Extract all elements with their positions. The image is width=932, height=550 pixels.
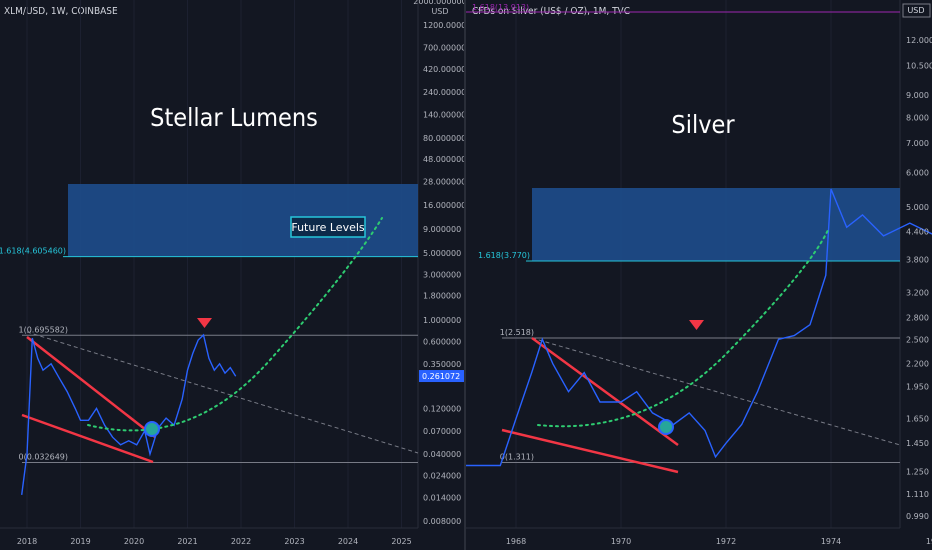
falling-resistance-trendline	[531, 336, 679, 447]
fib-level-label: 0(1.311)	[500, 452, 534, 461]
time-tick-label: 2020	[124, 537, 144, 546]
price-tick-label: 0.990	[906, 512, 929, 521]
price-tick-label: 0.070000	[423, 427, 461, 436]
price-tick-label: 1.110	[906, 490, 929, 499]
stellar-lumens-label: Stellar Lumens	[150, 103, 318, 132]
price-tick-label: 8.000	[906, 114, 929, 123]
price-tick-label: 12.000	[906, 36, 932, 45]
currency-label: USD	[431, 7, 448, 16]
price-tick-label: 1200.000000	[423, 21, 464, 30]
price-tick-label: 240.000000	[423, 88, 464, 97]
current-price-tag	[419, 370, 464, 383]
time-tick-label: 2023	[284, 537, 304, 546]
bottom-circle-marker	[144, 421, 160, 437]
price-tick-label: 2.500	[906, 335, 929, 344]
price-tick-label: 5.000000	[423, 249, 461, 258]
price-tick-label: 2.800	[906, 314, 929, 323]
top-down-arrow-icon	[689, 320, 704, 330]
bottom-circle-marker	[658, 419, 674, 435]
fib-level-label: 1(2.518)	[500, 328, 534, 337]
price-tick-label: 1.650	[906, 415, 929, 424]
time-tick-label: 1968	[506, 537, 526, 546]
top-down-arrow-icon	[197, 318, 212, 328]
price-tick-label: 28.000000	[423, 178, 464, 187]
silver-chart-canvas[interactable]: 1.618(13.913) 1.618(3.770) 1(2.518) 0(1.311…	[466, 0, 932, 550]
symbol-title: XLM/USD, 1W, COINBASE	[4, 6, 118, 17]
price-tick-label: 3.200	[906, 288, 929, 297]
time-tick-label: 2024	[338, 537, 358, 546]
price-tick-label: 80.000000	[423, 134, 464, 143]
price-tick-label: 700.000000	[423, 44, 464, 53]
time-tick-label: 1976	[926, 537, 932, 546]
silver-label: Silver	[671, 110, 735, 139]
xlm-chart-panel[interactable]: XLM/USD, 1W, COINBASE 1.618(4.605460) 1(0…	[0, 0, 464, 550]
price-tick-label: 0.008000	[423, 517, 461, 526]
diagonal-trendline	[531, 337, 901, 446]
price-tick-label: 140.000000	[423, 111, 464, 120]
price-tick-label: 1.450	[906, 439, 929, 448]
price-tick-label: 1.950	[906, 383, 929, 392]
diagonal-trendline	[26, 331, 419, 454]
price-tick-label: 2.200	[906, 360, 929, 369]
price-tick-label: 6.000	[906, 168, 929, 177]
future-levels-label: Future Levels	[291, 221, 365, 234]
time-tick-label: 1972	[716, 537, 736, 546]
currency-selector	[902, 3, 931, 18]
currency-label: USD	[907, 6, 924, 15]
price-tick-label: 4.400	[906, 228, 929, 237]
fib-level-label: 1.618(3.770)	[478, 251, 530, 260]
projected-parabolic-curve	[537, 229, 829, 428]
falling-resistance-trendline	[26, 336, 156, 438]
time-tick-label: 1974	[821, 537, 841, 546]
price-tick-label: 48.000000	[423, 155, 464, 164]
price-tick-label: 420.000000	[423, 65, 464, 74]
panel-divider[interactable]	[464, 0, 466, 550]
time-tick-label: 1970	[611, 537, 631, 546]
price-tick-label: 0.014000	[423, 494, 461, 503]
price-tick-label: 1.000000	[423, 316, 461, 325]
silver-price-line	[466, 188, 932, 467]
price-tick-label: 9.000	[906, 91, 929, 100]
time-tick-label: 2022	[231, 537, 251, 546]
price-tick-label: 5.000	[906, 203, 929, 212]
price-tick-label: 16.000000	[423, 201, 464, 210]
price-tick-label: 10.500	[906, 62, 932, 71]
fib-level-label: 0(0.032649)	[18, 453, 68, 462]
xlm-price-line	[21, 333, 237, 495]
time-tick-label: 2019	[70, 537, 90, 546]
price-tick-label: 0.600000	[423, 337, 461, 346]
fib-level-label: 1.618(4.605460)	[0, 247, 66, 256]
price-tick-label: 3.000000	[423, 270, 461, 279]
price-tick-label: 7.000	[906, 139, 929, 148]
price-tick-label: 1.250	[906, 468, 929, 477]
price-tick-label: 0.120000	[423, 404, 461, 413]
time-tick-label: 2021	[177, 537, 197, 546]
falling-support-trendline	[21, 413, 154, 464]
silver-chart-panel[interactable]: CFDs on Silver (US$ / OZ), 1M, TVC 1.618…	[466, 0, 932, 550]
fib-top-label: 1.618(13.913)	[472, 3, 529, 12]
price-tick-label: 9.000000	[423, 225, 461, 234]
time-tick-label: 2025	[391, 537, 411, 546]
current-price-label: 0.261072	[422, 372, 460, 381]
axis-top-tick: 2000.000000	[413, 0, 464, 6]
price-tick-label: 0.350000	[423, 360, 461, 369]
price-tick-label: 0.040000	[423, 450, 461, 459]
xlm-chart-canvas[interactable]: 1.618(4.605460) 1(0.695582) 0(0.032649) Ste…	[0, 0, 464, 550]
fib-extension-zone	[532, 188, 900, 262]
price-tick-label: 0.024000	[423, 471, 461, 480]
price-tick-label: 1.800000	[423, 292, 461, 301]
falling-support-trendline	[501, 428, 679, 474]
fib-level-label: 1(0.695582)	[18, 325, 68, 334]
time-tick-label: 2018	[17, 537, 37, 546]
price-tick-label: 3.800	[906, 255, 929, 264]
future-levels-box	[290, 216, 366, 238]
